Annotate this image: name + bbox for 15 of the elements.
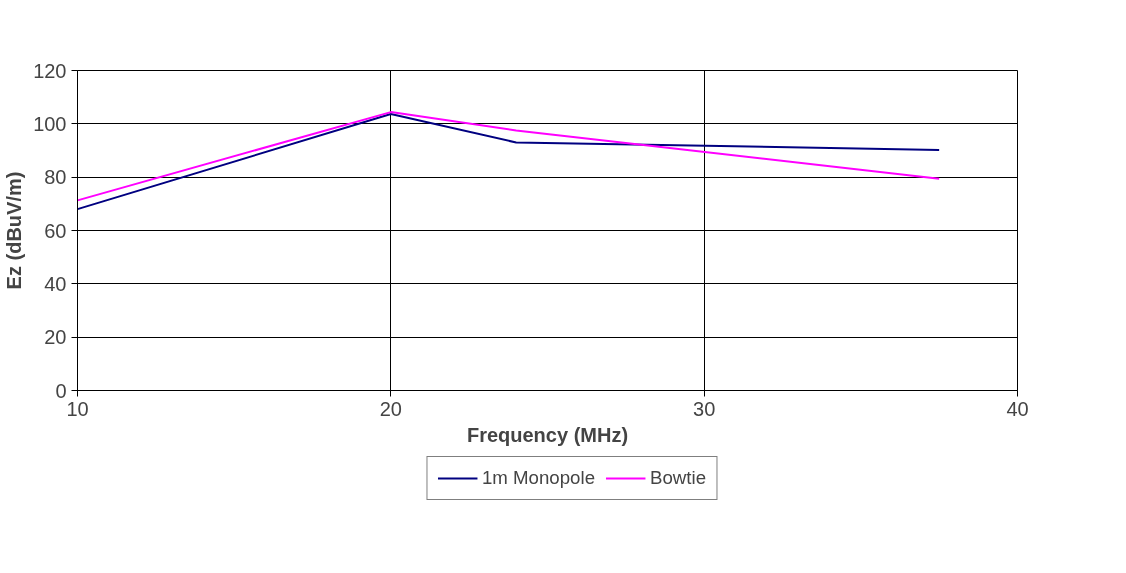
x-tick-label: 30 (693, 397, 716, 420)
y-tick-label: 20 (44, 326, 67, 349)
y-tick-label: 40 (44, 272, 67, 295)
x-tick-label: 20 (379, 397, 402, 420)
legend-label: 1m Monopole (481, 467, 596, 489)
x-tick-label: 40 (1006, 397, 1029, 420)
x-tick-label: 10 (66, 397, 89, 420)
y-tick-label: 120 (33, 59, 67, 82)
y-tick-label: 80 (44, 166, 67, 189)
y-tick-label: 100 (33, 112, 67, 135)
y-tick-label: 0 (55, 379, 67, 402)
legend-label: Bowtie (650, 467, 707, 489)
y-tick-label: 60 (44, 219, 67, 242)
x-axis-title: Frequency (MHz) (466, 423, 629, 446)
y-axis-title: Ez (dBuV/m) (3, 171, 26, 290)
